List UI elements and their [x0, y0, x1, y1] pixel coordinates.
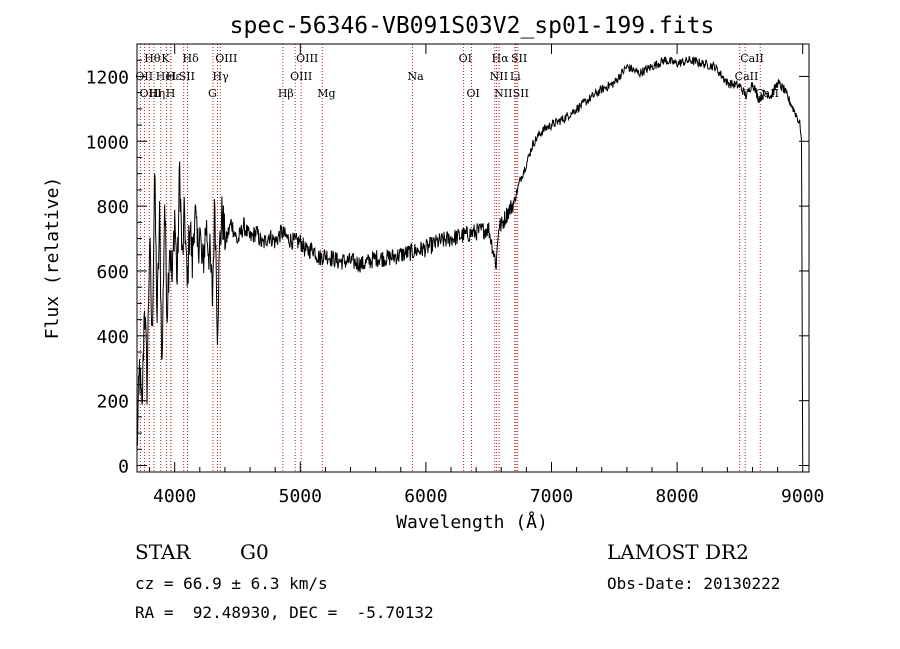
x-tick-label: 8000 [655, 486, 698, 507]
spectral-line-label: Li [510, 70, 521, 83]
y-tick-label: 600 [96, 262, 129, 283]
redshift-cz: cz = 66.9 ± 6.3 km/s [135, 574, 328, 593]
spectral-line-label: NII [494, 87, 512, 100]
y-tick-label: 1200 [86, 67, 129, 88]
spectral-line-label: Mg [317, 87, 335, 100]
spectral-line-label: OIII [215, 52, 237, 65]
spectral-line-label: Hβ [278, 87, 294, 100]
y-tick-label: 400 [96, 327, 129, 348]
y-tick-label: 0 [118, 457, 129, 478]
y-tick-label: 1000 [86, 132, 129, 153]
spectral-line-label: Na [407, 70, 424, 83]
spectral-line-label: OIII [296, 52, 318, 65]
x-tick-label: 9000 [781, 486, 824, 507]
spectral-line-label: CaII [735, 70, 759, 83]
y-tick-label: 800 [96, 197, 129, 218]
spectrum-line [136, 56, 804, 463]
chart-title: spec-56346-VB091S03V2_sp01-199.fits [230, 13, 715, 39]
x-tick-label: 4000 [153, 486, 196, 507]
y-axis: 0 200 400 600 800 1000 1200 [86, 59, 809, 478]
x-tick-label: 5000 [279, 486, 322, 507]
spectral-line-label: Hθ [144, 52, 161, 65]
survey-name: LAMOST DR2 [607, 540, 749, 564]
spectral-line-label: K [161, 52, 170, 65]
spectral-line-label: Hδ [182, 52, 199, 65]
spectral-line-label: H [166, 87, 176, 100]
spectral-line-label: OIII [290, 70, 312, 83]
x-axis: 4000 5000 6000 7000 8000 9000 [149, 44, 824, 507]
spectral-line-label: OI [466, 87, 479, 100]
coordinates: RA = 92.48930, DEC = -5.70132 [135, 603, 434, 622]
spectral-line-label: Hγ [213, 70, 230, 83]
spectral-line-label: G [208, 87, 217, 100]
spectral-line-label: SII [513, 87, 529, 100]
emission-line-markers: HθOIIOIIIKHεHηHeIHSIIHδOIIIHγGHβOIIIOIII… [135, 44, 779, 472]
x-tick-label: 7000 [530, 486, 573, 507]
x-axis-label: Wavelength (Å) [396, 511, 548, 533]
star-subclass: G0 [240, 540, 269, 564]
spectral-line-label: OIII [140, 87, 162, 100]
plot-frame [136, 43, 810, 473]
spectral-line-label: OI [459, 52, 472, 65]
spectral-line-label: Hε [166, 70, 182, 83]
spectral-line-label: SII [511, 52, 527, 65]
x-tick-label: 6000 [404, 486, 447, 507]
spectral-line-label: Hα [492, 52, 510, 65]
star-class: STAR [135, 540, 191, 564]
spectral-line-label: HeI [156, 70, 176, 83]
spectral-line-label: SII [179, 70, 195, 83]
y-tick-label: 200 [96, 392, 129, 413]
y-axis-label: Flux (relative) [42, 177, 63, 340]
obs-date: Obs-Date: 20130222 [607, 574, 781, 593]
spectral-line-label: Hη [149, 87, 165, 100]
spectral-line-label: NII [490, 70, 508, 83]
spectral-line-label: CaII [740, 52, 764, 65]
